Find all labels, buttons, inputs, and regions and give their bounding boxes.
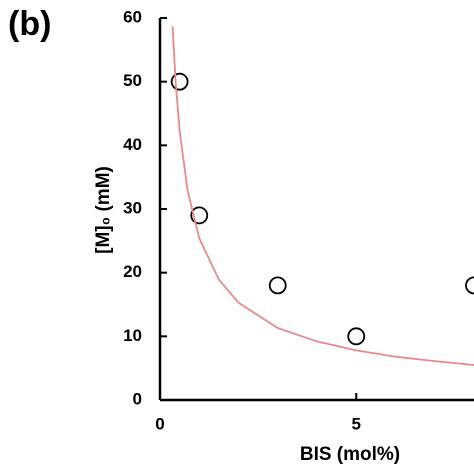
y-tick-label: 10 <box>123 326 142 345</box>
y-axis-title: [M]₀ (mM) <box>93 166 114 254</box>
y-tick-label: 40 <box>123 135 142 154</box>
fit-line <box>171 26 474 366</box>
y-tick-label: 0 <box>133 389 142 408</box>
y-tick-label: 30 <box>123 198 142 217</box>
panel-label: (b) <box>8 5 51 43</box>
y-tick-label: 60 <box>123 7 142 26</box>
y-tick-label: 20 <box>123 262 142 281</box>
data-point <box>347 327 366 346</box>
x-axis-title: BIS (mol%) <box>300 444 400 465</box>
x-tick-label: 0 <box>155 414 164 433</box>
x-tick-label: 5 <box>352 414 361 433</box>
data-point <box>465 276 474 295</box>
y-tick-label: 50 <box>123 71 142 90</box>
data-point <box>170 72 189 91</box>
data-point <box>190 206 209 225</box>
data-point <box>268 276 287 295</box>
